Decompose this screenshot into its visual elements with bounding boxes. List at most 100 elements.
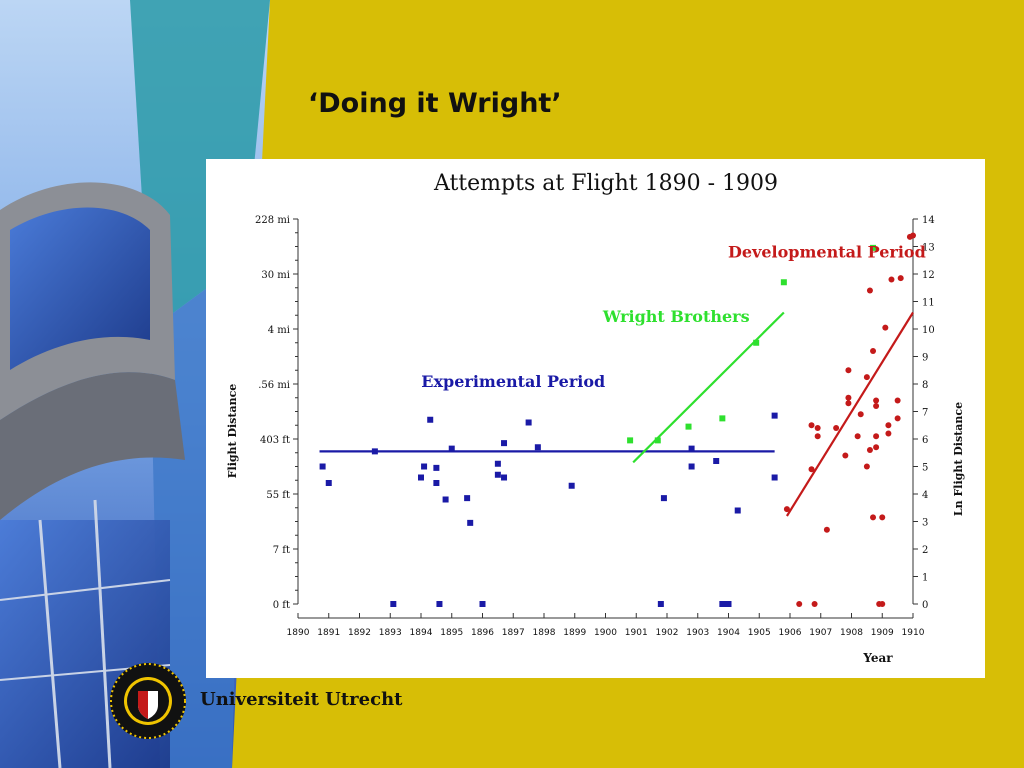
right-tick-label: 12 [922, 270, 935, 281]
x-tick-label: 1900 [594, 628, 617, 638]
right-tick-label: 8 [922, 380, 928, 391]
chart-panel: Attempts at Flight 1890 - 1909 Flight Di… [206, 159, 985, 678]
x-tick-label: 1905 [748, 628, 771, 638]
data-point [627, 437, 634, 444]
data-point [501, 474, 508, 481]
data-point [657, 601, 664, 607]
data-point [734, 507, 741, 514]
data-point [719, 415, 726, 422]
data-point [894, 397, 901, 404]
data-point [854, 433, 861, 440]
x-tick-label: 1907 [809, 628, 832, 638]
data-point [857, 411, 864, 418]
x-tick-label: 1899 [563, 628, 586, 638]
data-point [808, 422, 815, 429]
data-point [863, 463, 870, 470]
data-point [467, 519, 474, 526]
data-point [888, 276, 895, 283]
data-point [688, 445, 695, 452]
right-tick-label: 3 [922, 518, 928, 529]
data-point [873, 403, 880, 409]
x-tick-label: 1903 [686, 628, 709, 638]
data-point [866, 447, 873, 453]
data-point [713, 458, 720, 464]
data-point [501, 440, 508, 447]
series-annotation: Developmental Period [728, 243, 926, 262]
data-point [390, 601, 397, 607]
data-point [882, 324, 889, 331]
x-tick-label: 1897 [502, 628, 525, 638]
x-tick-label: 1898 [533, 628, 556, 638]
right-tick-label: 10 [922, 325, 935, 336]
chart-title: Attempts at Flight 1890 - 1909 [433, 171, 778, 196]
data-point [771, 412, 778, 419]
data-point [464, 495, 471, 502]
slide-title: ‘Doing it Wright’ [308, 88, 562, 119]
data-point [442, 496, 449, 503]
data-point [325, 480, 332, 486]
data-point [427, 416, 434, 423]
x-tick-label: 1891 [317, 628, 340, 638]
data-point [771, 474, 778, 481]
data-point [494, 460, 501, 467]
x-tick-label: 1894 [410, 628, 433, 638]
left-tick-label: 403 ft [260, 435, 290, 446]
x-tick-label: 1909 [871, 628, 894, 638]
data-point [814, 433, 821, 440]
right-tick-label: 9 [922, 353, 928, 364]
x-tick-label: 1896 [471, 628, 494, 638]
data-point [808, 466, 815, 473]
data-point [894, 415, 901, 422]
data-point [873, 397, 880, 404]
left-tick-label: 228 mi [255, 215, 290, 226]
data-point [722, 601, 729, 607]
data-point [479, 601, 486, 607]
right-tick-label: 13 [922, 243, 935, 254]
x-tick-label: 1901 [625, 628, 648, 638]
x-tick-label: 1906 [779, 628, 802, 638]
right-tick-label: 5 [922, 463, 928, 474]
data-point [885, 430, 892, 437]
trend-line [785, 311, 914, 517]
x-tick-label: 1895 [440, 628, 463, 638]
data-point [873, 444, 880, 451]
data-point [863, 374, 870, 381]
data-point [842, 452, 849, 459]
right-tick-label: 4 [922, 490, 928, 501]
x-tick-label: 1902 [656, 628, 679, 638]
data-point [719, 601, 726, 607]
x-tick-label: 1893 [379, 628, 402, 638]
x-tick-label: 1892 [348, 628, 371, 638]
data-point [534, 444, 541, 451]
data-point [870, 244, 877, 251]
data-point [421, 463, 428, 470]
data-point [660, 495, 667, 502]
series-annotation: Wright Brothers [602, 307, 750, 326]
data-point [879, 514, 886, 521]
data-point [433, 464, 440, 471]
data-point [725, 601, 732, 607]
data-point [371, 448, 378, 455]
data-point [910, 232, 916, 239]
right-tick-label: 1 [922, 573, 928, 584]
data-point [833, 425, 840, 431]
left-tick-label: .56 mi [258, 380, 290, 391]
data-point [433, 480, 440, 486]
x-tick-label: 1890 [287, 628, 310, 638]
data-point [418, 474, 424, 481]
data-point [796, 601, 803, 607]
data-point [319, 463, 326, 470]
data-point [783, 506, 790, 513]
data-point [873, 433, 880, 440]
y-axis-label-left: Flight Distance [226, 384, 239, 479]
right-tick-label: 2 [922, 545, 928, 556]
data-point [811, 601, 818, 607]
data-point [870, 514, 877, 521]
right-tick-label: 6 [922, 435, 928, 446]
data-point [780, 279, 787, 286]
data-point [568, 482, 575, 489]
data-point [897, 275, 904, 282]
right-tick-label: 11 [922, 298, 935, 309]
data-point [879, 601, 886, 607]
data-point [654, 437, 661, 444]
